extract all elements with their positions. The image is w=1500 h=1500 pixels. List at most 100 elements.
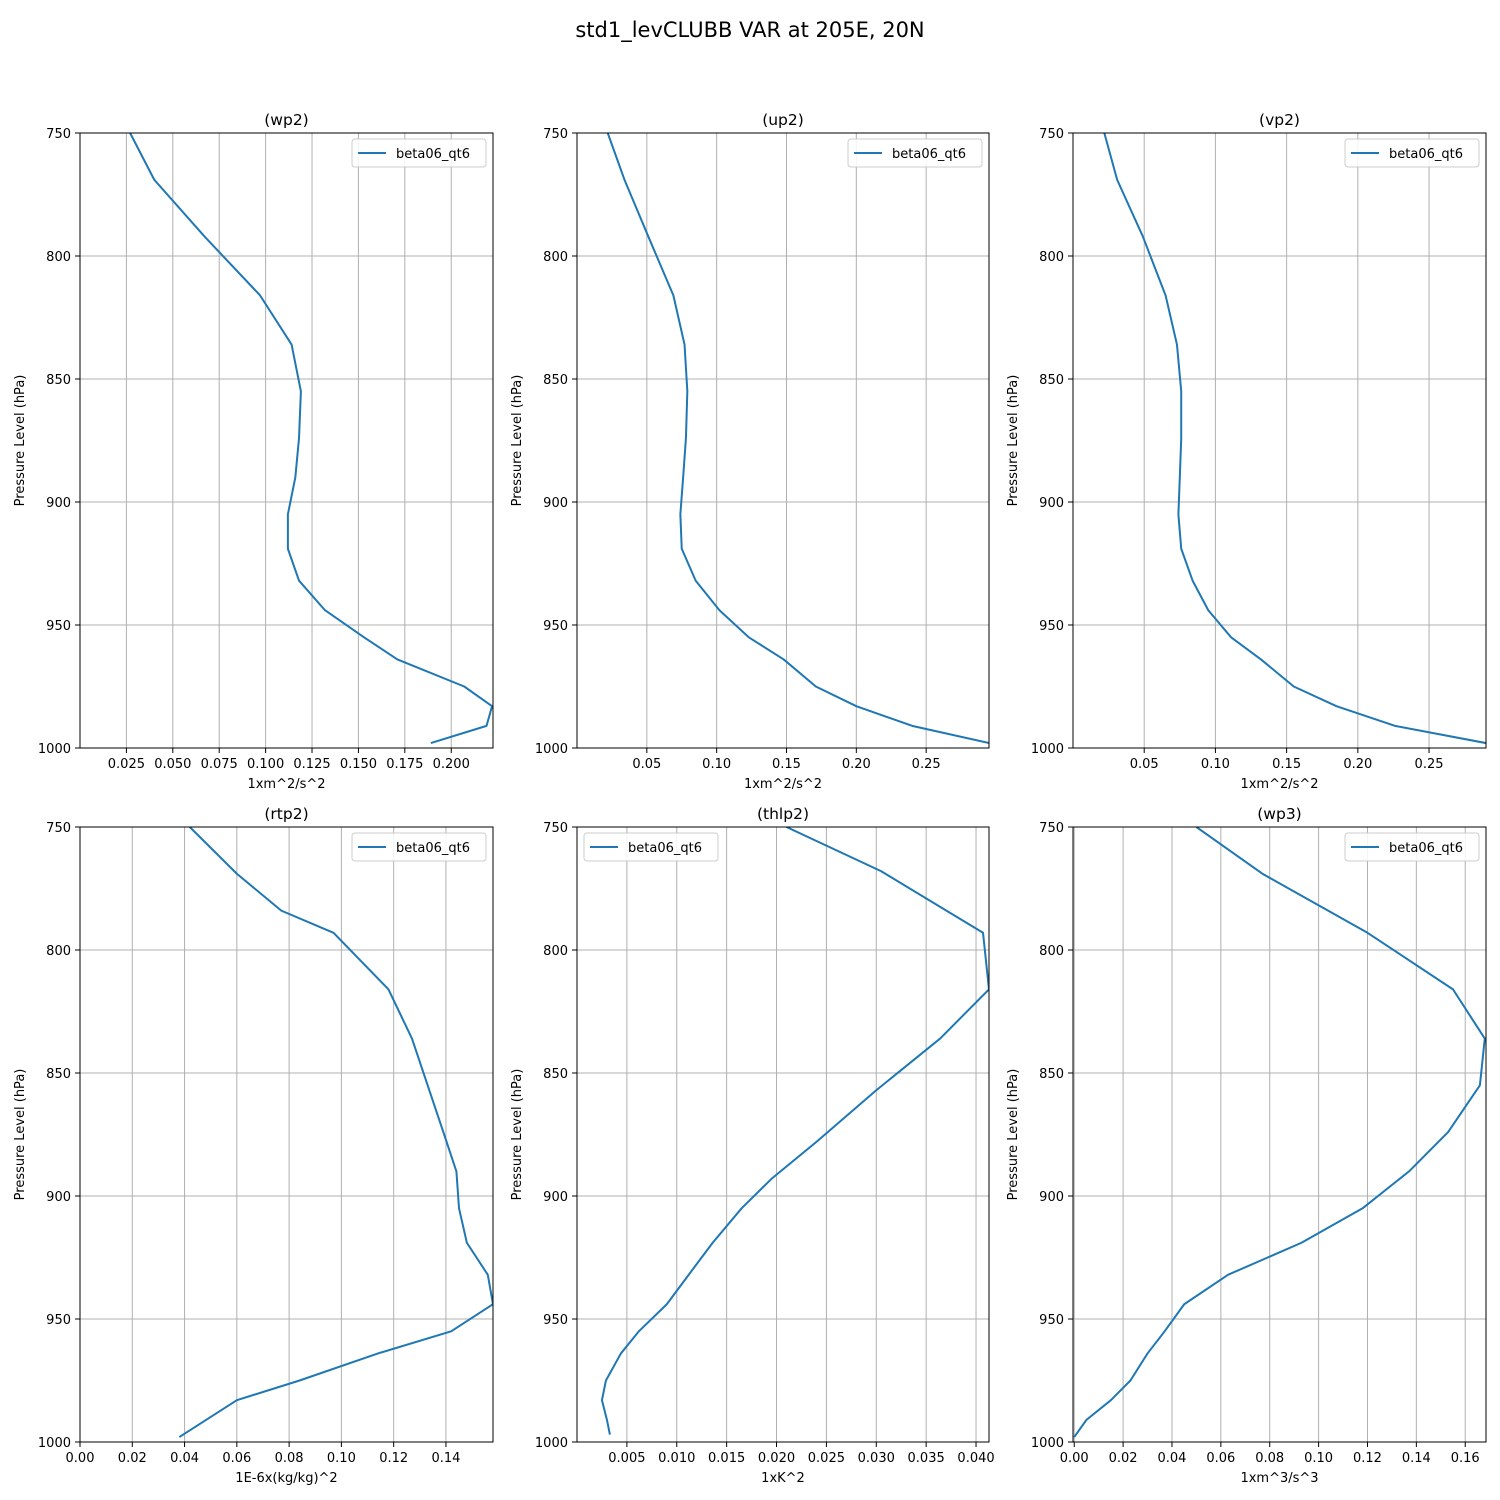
subplot-title: (wp3) xyxy=(1257,805,1301,823)
y-tick-label: 900 xyxy=(1039,496,1064,511)
x-tick-label: 0.05 xyxy=(632,757,661,772)
x-tick-label: 0.025 xyxy=(108,757,145,772)
x-tick-label: 0.005 xyxy=(608,1451,645,1466)
y-tick-label: 850 xyxy=(46,1067,71,1082)
x-tick-label: 0.10 xyxy=(327,1451,356,1466)
subplot-title: (wp2) xyxy=(264,111,308,129)
series-line-beta06_qt6 xyxy=(129,133,493,745)
x-tick-label: 0.25 xyxy=(1415,757,1444,772)
y-tick-label: 900 xyxy=(543,496,568,511)
legend-box xyxy=(1344,138,1480,168)
x-tick-label: 0.00 xyxy=(66,1451,95,1466)
y-tick-label: 900 xyxy=(46,1190,71,1205)
y-tick-label: 800 xyxy=(543,944,568,959)
x-tick-label: 0.125 xyxy=(293,757,330,772)
axes-frame xyxy=(576,132,990,749)
y-axis-label: Pressure Level (hPa) xyxy=(510,375,525,507)
y-tick-label: 750 xyxy=(46,821,71,836)
x-tick-label: 0.035 xyxy=(908,1451,945,1466)
legend-box xyxy=(583,832,719,862)
x-tick-label: 0.050 xyxy=(154,757,191,772)
series-line-beta06_qt6 xyxy=(1073,827,1486,1438)
x-tick-label: 0.25 xyxy=(912,757,941,772)
y-tick-label: 950 xyxy=(543,1313,568,1328)
legend-box xyxy=(1344,832,1480,862)
x-tick-label: 0.025 xyxy=(808,1451,845,1466)
legend: beta06_qt6 xyxy=(1344,138,1480,168)
x-axis-label: 1xm^2/s^2 xyxy=(247,777,325,792)
figure-suptitle: std1_levCLUBB VAR at 205E, 20N xyxy=(575,18,924,43)
x-tick-label: 0.15 xyxy=(1272,757,1301,772)
x-tick-label: 0.04 xyxy=(1157,1451,1186,1466)
y-tick-label: 750 xyxy=(543,127,568,142)
y-tick-label: 1000 xyxy=(1031,742,1064,757)
x-tick-label: 0.08 xyxy=(1255,1451,1284,1466)
legend-box xyxy=(351,832,487,862)
x-tick-label: 0.10 xyxy=(702,757,731,772)
x-tick-label: 0.02 xyxy=(1109,1451,1138,1466)
x-tick-label: 0.040 xyxy=(957,1451,994,1466)
y-tick-label: 850 xyxy=(1039,1067,1064,1082)
x-tick-label: 0.030 xyxy=(858,1451,895,1466)
x-axis-label: 1xm^2/s^2 xyxy=(1240,777,1318,792)
y-tick-label: 800 xyxy=(543,250,568,265)
x-tick-label: 0.020 xyxy=(758,1451,795,1466)
x-tick-label: 0.10 xyxy=(1304,1451,1333,1466)
axes-frame xyxy=(576,826,990,1443)
legend: beta06_qt6 xyxy=(351,138,487,168)
x-tick-label: 0.10 xyxy=(1201,757,1230,772)
y-axis-label: Pressure Level (hPa) xyxy=(1006,1069,1021,1201)
y-tick-label: 800 xyxy=(46,944,71,959)
legend-label: beta06_qt6 xyxy=(396,841,470,856)
legend: beta06_qt6 xyxy=(351,832,487,862)
x-tick-label: 0.200 xyxy=(433,757,470,772)
y-tick-label: 950 xyxy=(46,1313,71,1328)
y-tick-label: 1000 xyxy=(535,742,568,757)
y-tick-label: 800 xyxy=(1039,250,1064,265)
y-tick-label: 800 xyxy=(46,250,71,265)
legend-label: beta06_qt6 xyxy=(628,841,702,856)
y-tick-label: 850 xyxy=(1039,373,1064,388)
x-axis-label: 1xm^2/s^2 xyxy=(744,777,822,792)
subplot-5: 0.005 0.010 0.015 0.020 0.025 0.030 0.035 0.040… xyxy=(510,805,995,1486)
x-tick-label: 0.04 xyxy=(170,1451,199,1466)
axes-frame xyxy=(1072,826,1487,1443)
subplot-4: 0.00 0.02 0.04 0.06 0.08 0.10 0.12 0.14 750 800 85… xyxy=(13,805,494,1486)
y-tick-label: 1000 xyxy=(38,1436,71,1451)
y-tick-label: 750 xyxy=(543,821,568,836)
legend-label: beta06_qt6 xyxy=(1389,841,1463,856)
x-tick-label: 0.20 xyxy=(1343,757,1372,772)
x-axis-label: 1xK^2 xyxy=(761,1471,805,1486)
legend-box xyxy=(847,138,983,168)
x-tick-label: 0.175 xyxy=(386,757,423,772)
subplot-title: (up2) xyxy=(762,111,804,129)
x-tick-label: 0.010 xyxy=(658,1451,695,1466)
x-tick-label: 0.075 xyxy=(201,757,238,772)
y-tick-label: 1000 xyxy=(38,742,71,757)
x-tick-label: 0.02 xyxy=(118,1451,147,1466)
x-tick-label: 0.05 xyxy=(1130,757,1159,772)
x-axis-label: 1xm^3/s^3 xyxy=(1240,1471,1318,1486)
legend-label: beta06_qt6 xyxy=(892,147,966,162)
x-tick-label: 0.15 xyxy=(772,757,801,772)
subplot-1: 0.025 0.050 0.075 0.100 0.125 0.150 0.175 0.200… xyxy=(13,111,494,792)
subplot-grid: 0.025 0.050 0.075 0.100 0.125 0.150 0.175 0.200… xyxy=(13,111,1487,1486)
x-tick-label: 0.150 xyxy=(340,757,377,772)
legend: beta06_qt6 xyxy=(1344,832,1480,862)
y-tick-label: 1000 xyxy=(1031,1436,1064,1451)
axes-frame xyxy=(79,132,494,749)
y-tick-label: 900 xyxy=(543,1190,568,1205)
subplot-6: 0.00 0.02 0.04 0.06 0.08 0.10 0.12 0.14 0.16 750 8… xyxy=(1006,805,1487,1486)
x-tick-label: 0.100 xyxy=(247,757,284,772)
y-axis-label: Pressure Level (hPa) xyxy=(1006,375,1021,507)
y-tick-label: 1000 xyxy=(535,1436,568,1451)
subplot-title: (thlp2) xyxy=(757,805,809,823)
series-line-beta06_qt6 xyxy=(600,827,989,1435)
legend: beta06_qt6 xyxy=(583,832,719,862)
x-tick-label: 0.06 xyxy=(1206,1451,1235,1466)
legend-label: beta06_qt6 xyxy=(1389,147,1463,162)
legend-box xyxy=(351,138,487,168)
subplot-3: 0.05 0.10 0.15 0.20 0.25 750 800 850 900 950 1000 (… xyxy=(1006,111,1487,792)
x-tick-label: 0.015 xyxy=(708,1451,745,1466)
